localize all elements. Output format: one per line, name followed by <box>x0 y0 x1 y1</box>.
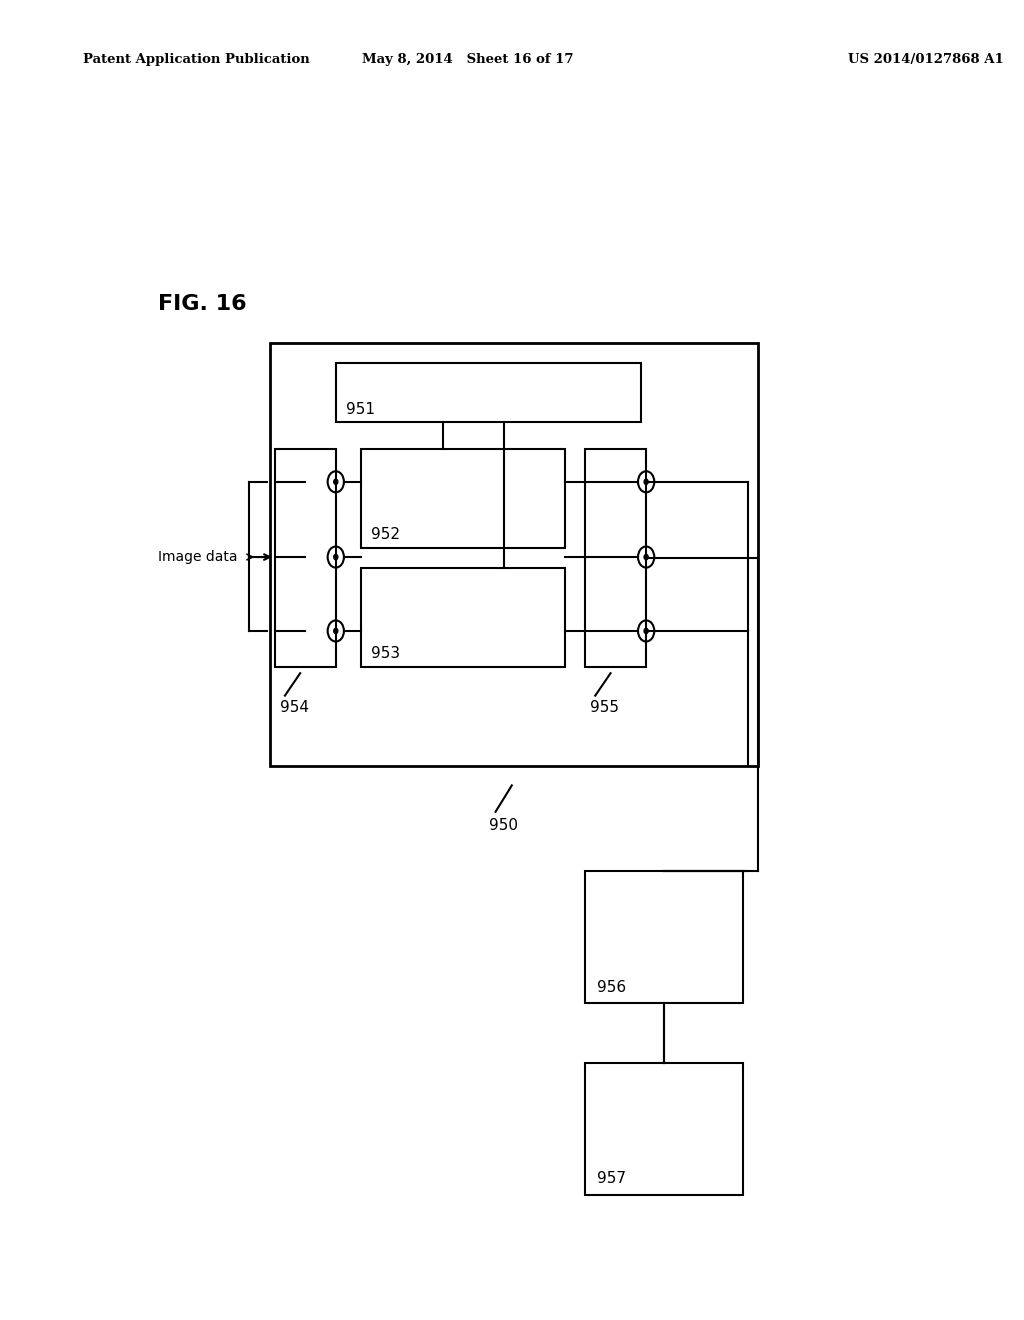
FancyBboxPatch shape <box>585 871 742 1003</box>
FancyBboxPatch shape <box>336 363 641 422</box>
FancyBboxPatch shape <box>269 343 758 766</box>
Text: 957: 957 <box>597 1171 627 1187</box>
FancyBboxPatch shape <box>274 449 336 667</box>
Circle shape <box>644 554 648 560</box>
Text: 952: 952 <box>372 527 400 543</box>
Text: 953: 953 <box>372 645 400 661</box>
Text: Image data: Image data <box>158 550 238 564</box>
Text: 954: 954 <box>280 700 309 714</box>
Text: FIG. 16: FIG. 16 <box>158 293 247 314</box>
Text: 956: 956 <box>597 979 627 995</box>
FancyBboxPatch shape <box>361 449 565 548</box>
FancyBboxPatch shape <box>361 568 565 667</box>
Text: 950: 950 <box>489 818 518 833</box>
Text: 951: 951 <box>346 401 375 417</box>
Circle shape <box>644 628 648 634</box>
Text: Patent Application Publication: Patent Application Publication <box>83 53 310 66</box>
Circle shape <box>334 554 338 560</box>
Text: US 2014/0127868 A1: US 2014/0127868 A1 <box>848 53 1004 66</box>
Circle shape <box>334 479 338 484</box>
FancyBboxPatch shape <box>585 1063 742 1195</box>
Text: May 8, 2014   Sheet 16 of 17: May 8, 2014 Sheet 16 of 17 <box>362 53 573 66</box>
Circle shape <box>644 479 648 484</box>
FancyBboxPatch shape <box>585 449 646 667</box>
Circle shape <box>334 628 338 634</box>
Text: 955: 955 <box>590 700 620 714</box>
